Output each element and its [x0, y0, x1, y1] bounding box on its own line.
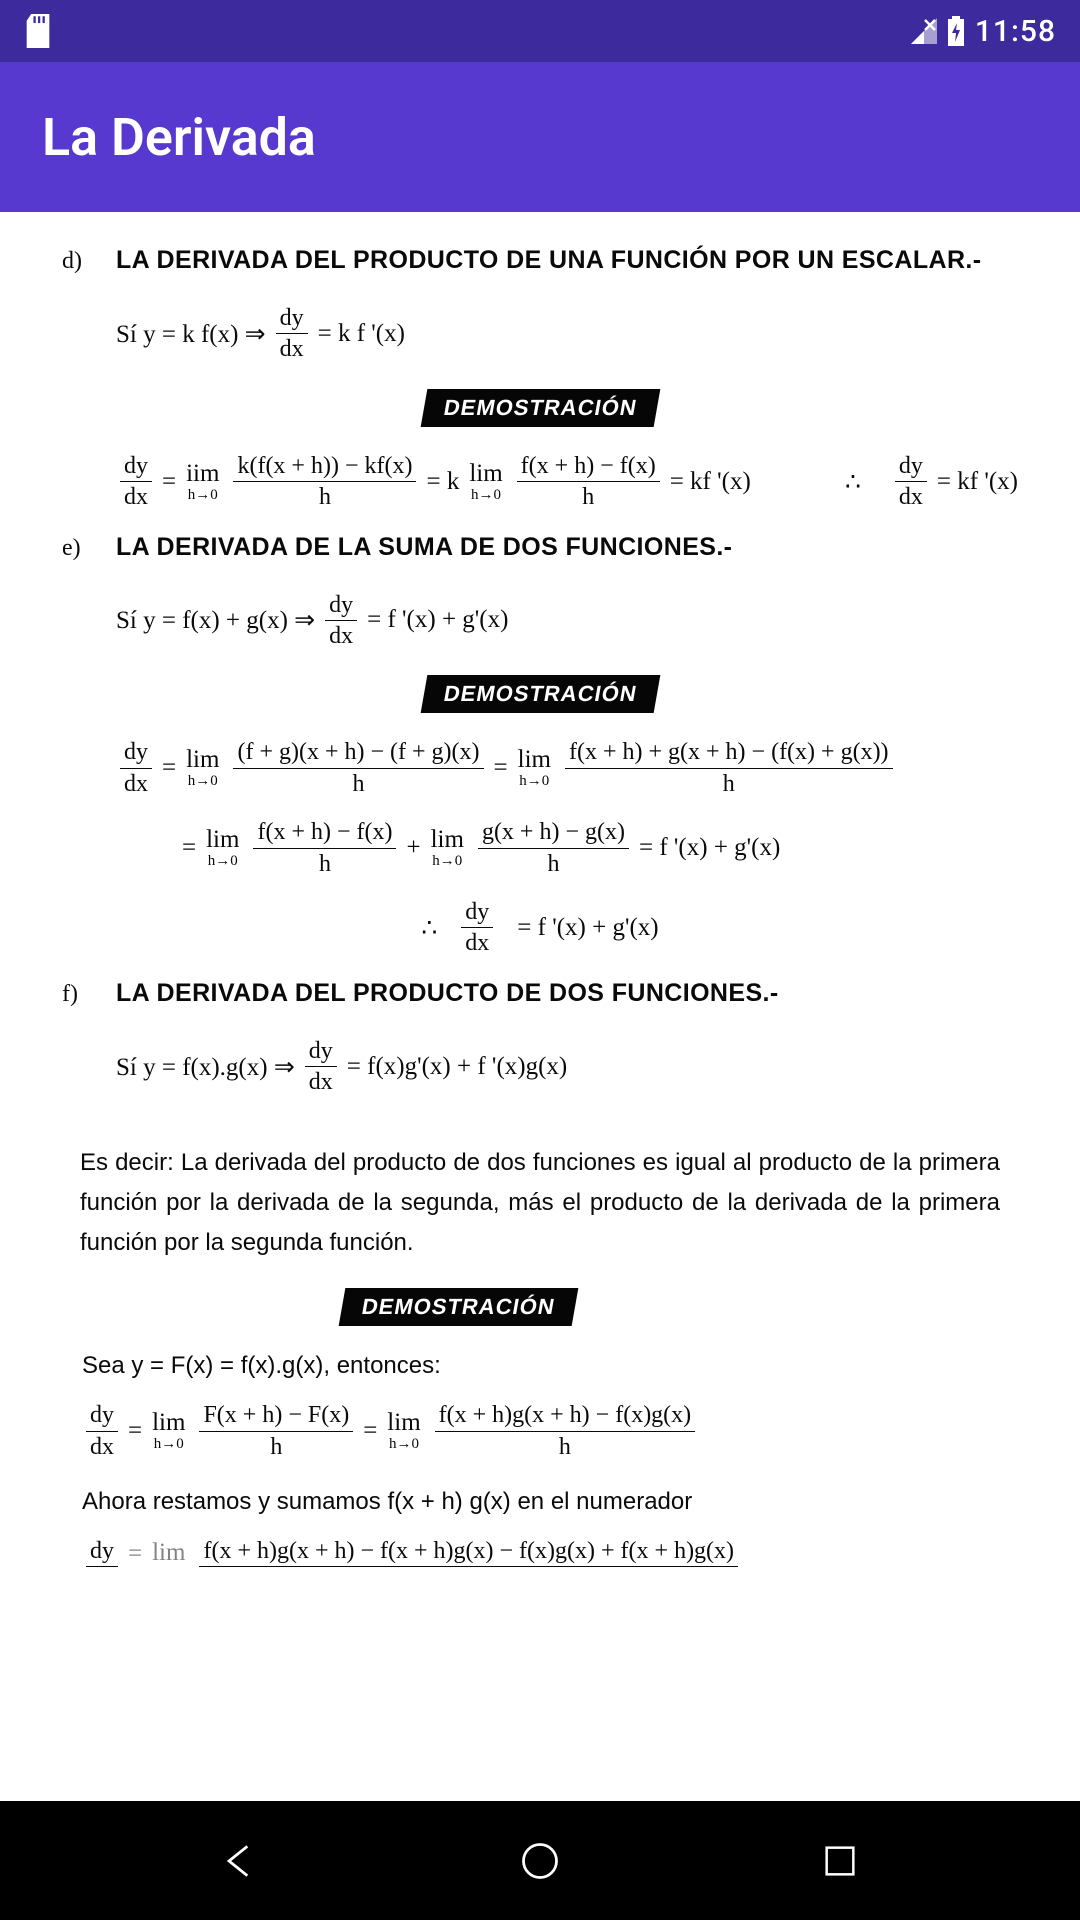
d-dy-dx-2: dy dx	[120, 453, 152, 511]
bullet-d: d)	[62, 246, 116, 275]
demo-badge-f: DEMOSTRACIÓN	[339, 1288, 579, 1326]
e-si-rhs: = f '(x) + g'(x)	[367, 606, 508, 634]
clock-text: 11:58	[975, 14, 1056, 49]
bullet-e: e)	[62, 533, 116, 562]
section-f-ahora: Ahora restamos y sumamos f(x + h) g(x) e…	[82, 1488, 1018, 1516]
section-d-proof: dy dx = iim h→0 k(f(x + h)) − kf(x) h = …	[116, 453, 1018, 511]
section-d-header: d) LA DERIVADA DEL PRODUCTO DE UNA FUNCI…	[62, 246, 1018, 275]
section-f-header: f) LA DERIVADA DEL PRODUCTO DE DOS FUNCI…	[62, 979, 1018, 1008]
heading-d: LA DERIVADA DEL PRODUCTO DE UNA FUNCIÓN …	[116, 246, 981, 275]
section-e-header: e) LA DERIVADA DE LA SUMA DE DOS FUNCION…	[62, 533, 1018, 562]
d-si-rhs: = k f '(x)	[318, 320, 405, 348]
lim-icon: lim h→0	[469, 461, 502, 503]
sd-card-icon	[24, 14, 52, 48]
document-content[interactable]: d) LA DERIVADA DEL PRODUCTO DE UNA FUNCI…	[0, 212, 1080, 1801]
status-left	[24, 14, 52, 48]
section-f-statement: Sí y = f(x).g(x) ⇒ dy dx = f(x)g'(x) + f…	[116, 1038, 1018, 1096]
section-e-conclusion: ∴ dy dx = f '(x) + g'(x)	[62, 899, 1018, 957]
section-f-paragraph: Es decir: La derivada del producto de do…	[80, 1143, 1000, 1262]
heading-e: LA DERIVADA DE LA SUMA DE DOS FUNCIONES.…	[116, 533, 732, 562]
app-bar: La Derivada	[0, 62, 1080, 212]
f-si-prefix: Sí y = f(x).g(x) ⇒	[116, 1052, 295, 1082]
section-e-statement: Sí y = f(x) + g(x) ⇒ dy dx = f '(x) + g'…	[116, 592, 1018, 650]
app-title: La Derivada	[42, 107, 316, 168]
recent-apps-button[interactable]	[813, 1834, 867, 1888]
d-si-prefix: Sí y = k f(x) ⇒	[116, 319, 266, 349]
home-button[interactable]	[513, 1834, 567, 1888]
d-conclusion: ∴ dy dx = kf '(x)	[845, 453, 1018, 511]
navigation-bar	[0, 1801, 1080, 1920]
back-button[interactable]	[213, 1834, 267, 1888]
section-f-sea: Sea y = F(x) = f(x).g(x), entonces:	[82, 1352, 1018, 1380]
section-f-proof-1: dy dx = lim h→0 F(x + h) − F(x) h = lim …	[82, 1402, 1018, 1460]
heading-f: LA DERIVADA DEL PRODUCTO DE DOS FUNCIONE…	[116, 979, 779, 1008]
demo-badge-d: DEMOSTRACIÓN	[420, 389, 660, 427]
status-bar: 11:58	[0, 0, 1080, 62]
e-dy-dx: dy dx	[325, 592, 357, 650]
section-e-proof-2: = lim h→0 f(x + h) − f(x) h + lim h→0 g(…	[182, 819, 1018, 877]
section-f-proof-2: dy = lim f(x + h)g(x + h) − f(x + h)g(x)…	[82, 1538, 1018, 1569]
f-dy-dx: dy dx	[305, 1038, 337, 1096]
iim-icon: iim h→0	[186, 461, 219, 503]
e-si-prefix: Sí y = f(x) + g(x) ⇒	[116, 605, 315, 635]
status-right: 11:58	[911, 14, 1056, 49]
bullet-f: f)	[62, 979, 116, 1008]
section-d-statement: Sí y = k f(x) ⇒ dy dx = k f '(x)	[116, 305, 1018, 363]
no-signal-icon	[911, 18, 937, 44]
d-frac1: k(f(x + h)) − kf(x) h	[233, 453, 416, 511]
d-frac2: f(x + h) − f(x) h	[517, 453, 660, 511]
section-e-proof-1: dy dx = lim h→0 (f + g)(x + h) − (f + g)…	[116, 739, 1018, 797]
battery-charging-icon	[947, 16, 965, 46]
f-si-rhs: = f(x)g'(x) + f '(x)g(x)	[347, 1053, 567, 1081]
demo-badge-e: DEMOSTRACIÓN	[420, 675, 660, 713]
d-dy-dx: dy dx	[276, 305, 308, 363]
